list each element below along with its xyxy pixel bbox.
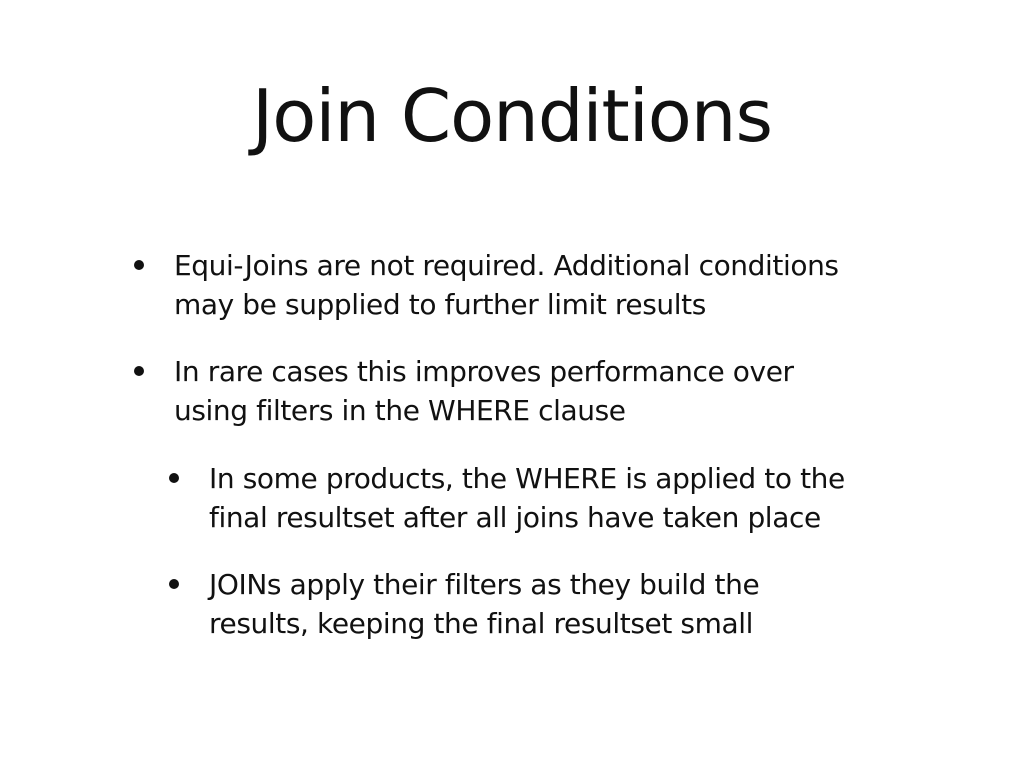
bullet-item: In rare cases this improves performance …: [134, 352, 794, 430]
bullet-item: Equi-Joins are not required. Additional …: [134, 246, 839, 324]
bullet-text-line: In rare cases this improves performance …: [174, 355, 794, 388]
bullet-dot-icon: [134, 366, 144, 376]
sub-bullet-item: JOINs apply their filters as they build …: [169, 565, 760, 643]
bullet-text-line: JOINs apply their filters as they build …: [209, 568, 760, 601]
bullet-text-line: using filters in the WHERE clause: [174, 394, 626, 427]
bullet-dot-icon: [169, 473, 179, 483]
bullet-dot-icon: [134, 260, 144, 270]
bullet-text-line: Equi-Joins are not required. Additional …: [174, 249, 839, 282]
bullet-text-line: may be supplied to further limit results: [174, 288, 706, 321]
bullet-text-line: In some products, the WHERE is applied t…: [209, 462, 845, 495]
sub-bullet-item: In some products, the WHERE is applied t…: [169, 459, 845, 537]
bullet-dot-icon: [169, 579, 179, 589]
bullet-text-line: results, keeping the final resultset sma…: [209, 607, 754, 640]
bullet-text-line: final resultset after all joins have tak…: [209, 501, 821, 534]
slide-title: Join Conditions: [252, 74, 773, 158]
